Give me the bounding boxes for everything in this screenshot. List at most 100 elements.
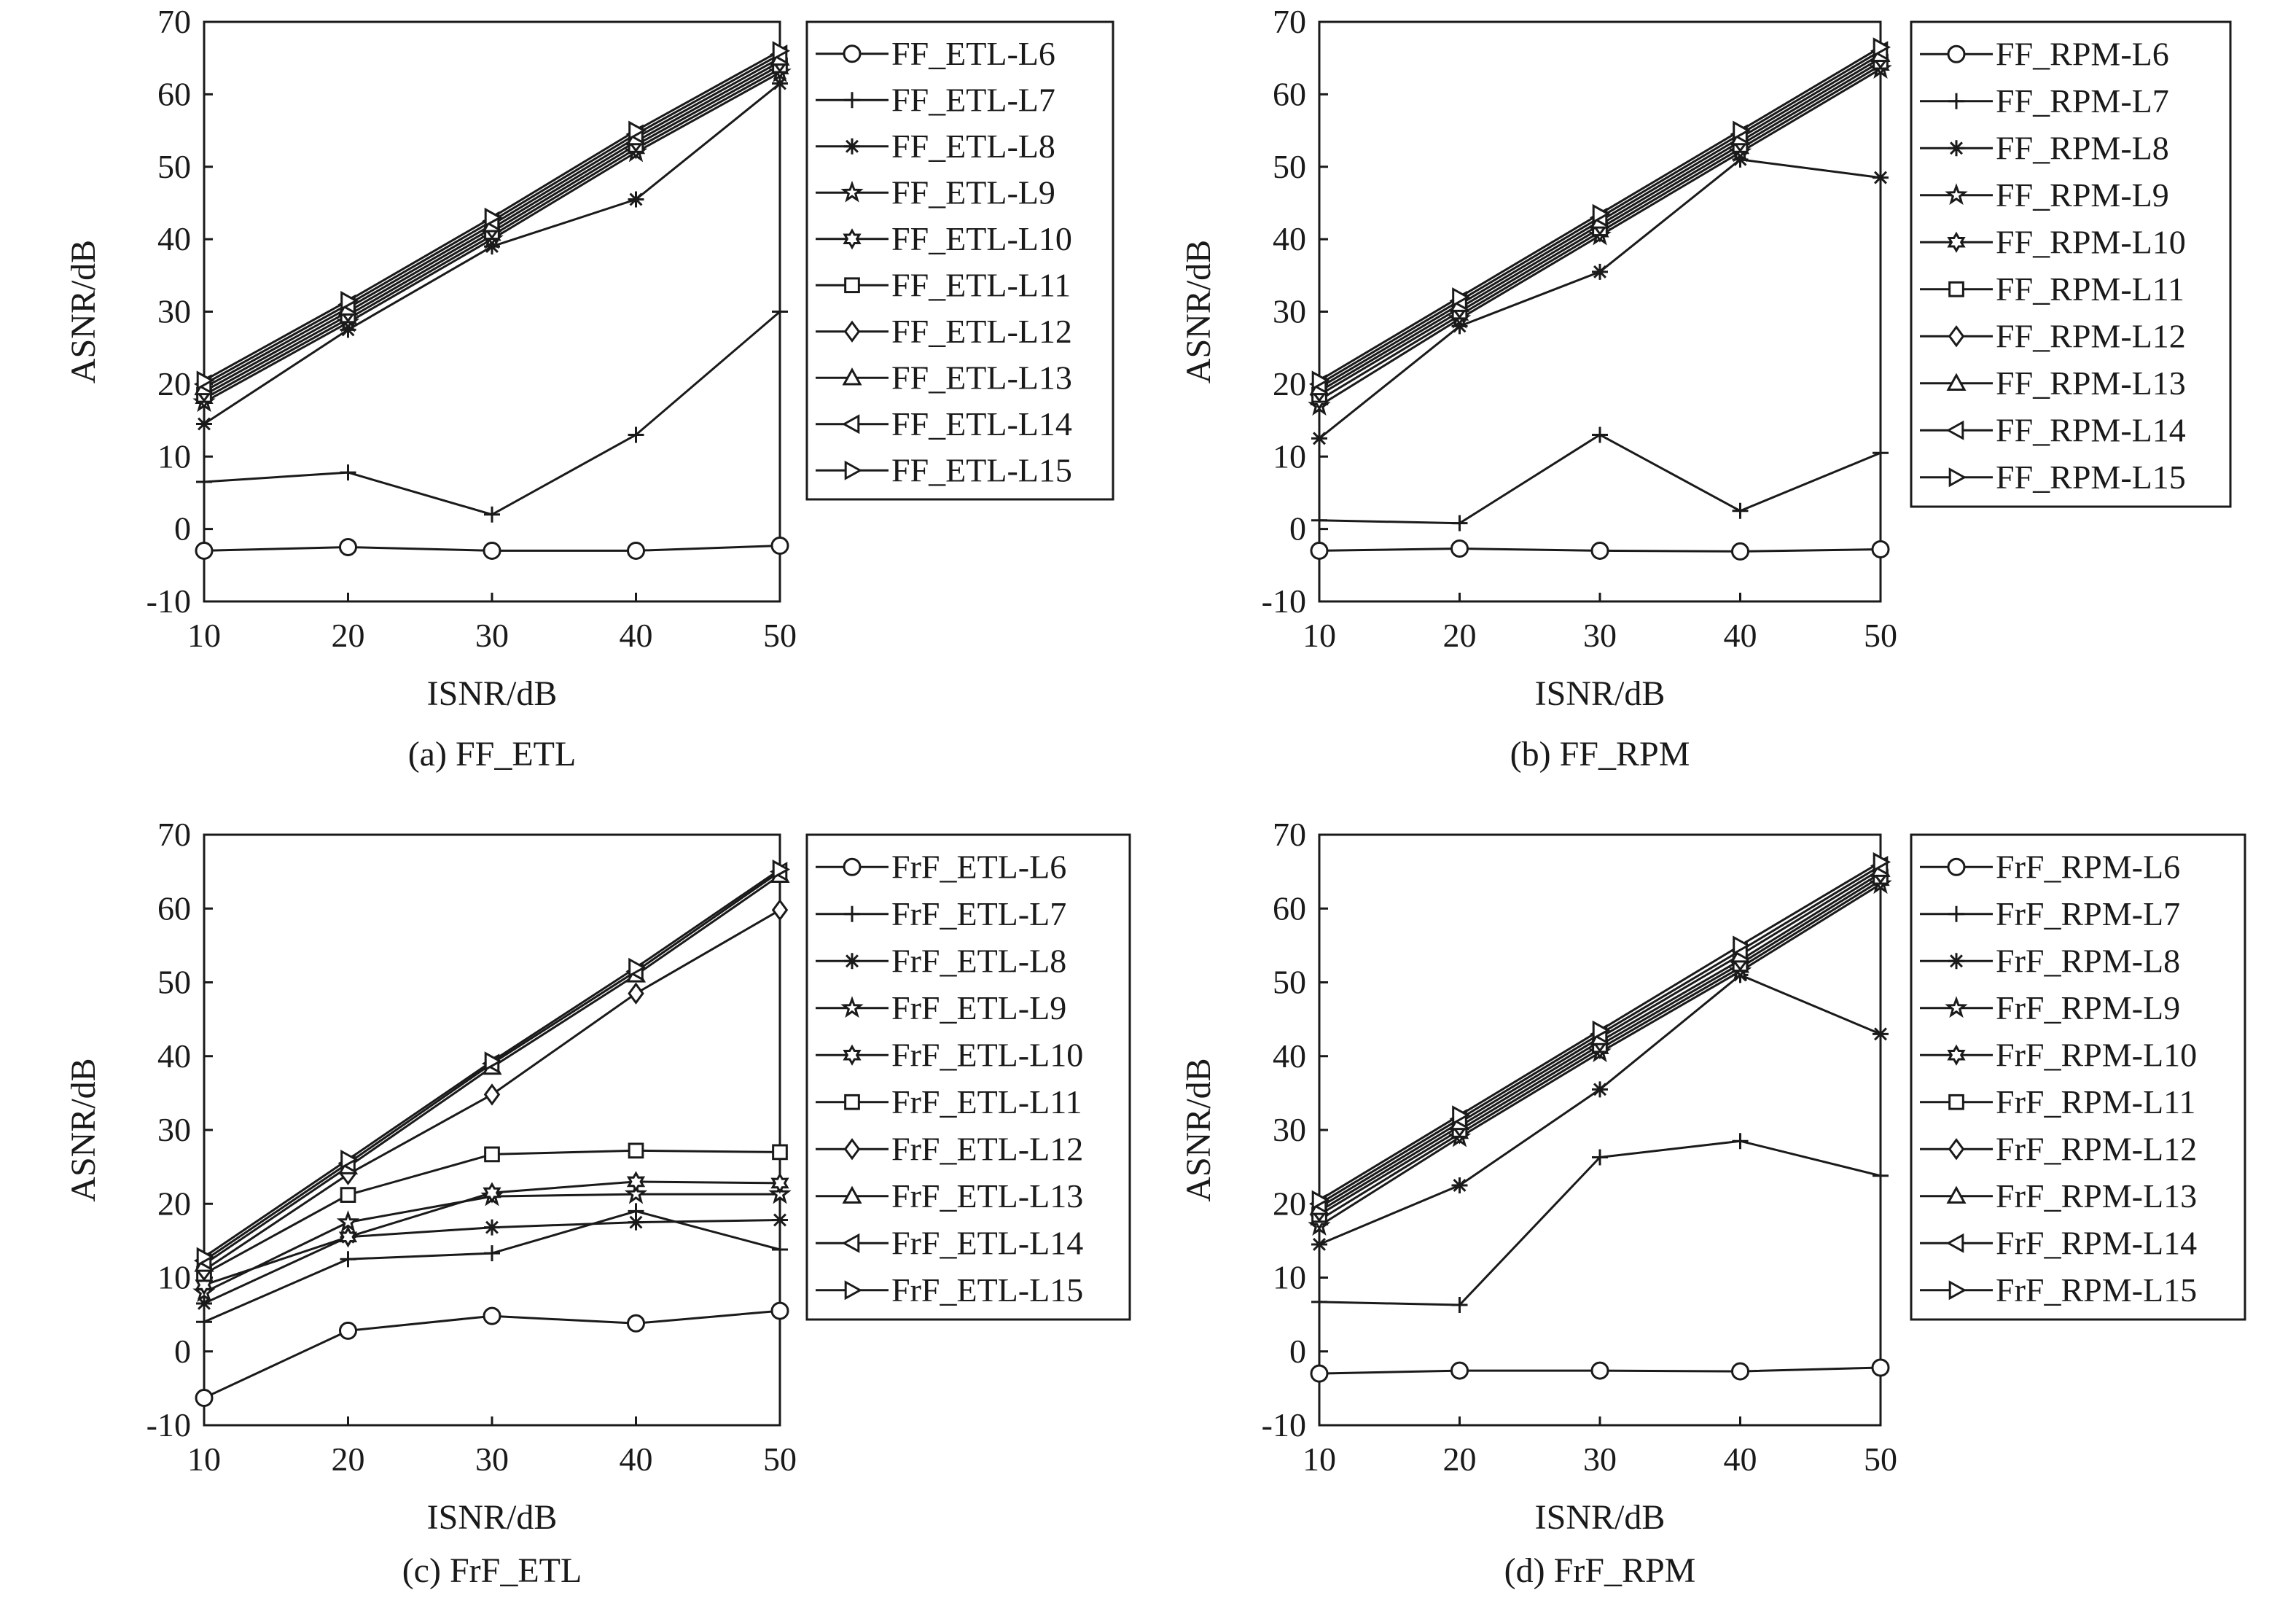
x-tick-label: 10 [1303, 1441, 1336, 1478]
y-tick-label: -10 [147, 1406, 191, 1443]
legend-label: FF_RPM-L12 [1996, 317, 2186, 354]
y-axis-title: ASNR/dB [1179, 240, 1218, 383]
legend-entry: FrF_ETL-L15 [816, 1271, 1083, 1309]
legend-entry: FF_RPM-L10 [1920, 223, 2186, 260]
legend-marker [842, 367, 862, 386]
data-point [1452, 287, 1470, 308]
legend-marker [1948, 140, 1964, 157]
series-9 [196, 41, 791, 391]
legend-entry: FrF_RPM-L9 [1920, 989, 2180, 1026]
legend-entry: FF_RPM-L9 [1920, 176, 2169, 214]
legend-label: FrF_ETL-L10 [891, 1036, 1083, 1073]
y-tick-label: 70 [157, 3, 191, 40]
legend-marker [1948, 1094, 1964, 1110]
data-point [1733, 935, 1751, 956]
x-tick-label: 10 [187, 617, 221, 654]
data-point [340, 464, 356, 481]
series-4 [195, 1171, 789, 1296]
legend-entry: FF_ETL-L6 [816, 35, 1055, 72]
y-axis-title: ASNR/dB [64, 240, 103, 383]
data-point [1873, 851, 1891, 873]
legend-marker [1945, 996, 1968, 1018]
data-point [770, 536, 789, 555]
legend-label: FF_RPM-L11 [1996, 270, 2184, 308]
y-tick-label: 10 [1273, 1259, 1306, 1296]
data-point [483, 541, 501, 560]
data-point [340, 1187, 356, 1203]
x-tick-label: 50 [1864, 617, 1897, 654]
x-tick-label: 30 [475, 617, 509, 654]
legend-label: FrF_RPM-L6 [1996, 848, 2180, 885]
y-tick-label: 20 [1273, 1185, 1306, 1222]
data-point [1311, 1293, 1327, 1310]
data-point [483, 1182, 501, 1204]
legend-entry: FF_RPM-L12 [1920, 317, 2186, 354]
data-point [338, 1226, 358, 1248]
x-tick-label: 50 [1864, 1441, 1897, 1478]
data-point [196, 370, 215, 391]
legend-label: FrF_ETL-L15 [891, 1271, 1083, 1309]
legend-entry: FrF_RPM-L13 [1920, 1177, 2197, 1215]
legend-marker [844, 138, 860, 155]
series-line [1319, 1139, 1881, 1306]
data-point [1873, 1026, 1889, 1042]
y-tick-label: 30 [157, 1111, 191, 1148]
data-point [628, 957, 647, 978]
x-tick-label: 20 [332, 617, 365, 654]
legend-entry: FF_ETL-L8 [816, 128, 1055, 165]
legend-label: FrF_RPM-L9 [1996, 989, 2180, 1026]
y-tick-label: 40 [1273, 1037, 1306, 1075]
legend-entry: FrF_ETL-L6 [816, 848, 1066, 885]
panel-caption: (b) FF_RPM [1510, 735, 1690, 773]
legend-entry: FrF_RPM-L6 [1920, 848, 2180, 885]
data-point [484, 1245, 500, 1262]
legend-entry: FrF_RPM-L10 [1920, 1036, 2197, 1073]
series-0 [195, 536, 789, 560]
legend-entry: FrF_ETL-L8 [816, 942, 1066, 979]
data-point [628, 426, 644, 443]
legend-marker [1947, 44, 1966, 63]
legend-marker [844, 953, 860, 970]
data-point [1592, 203, 1611, 224]
legend-marker [841, 1233, 860, 1253]
data-point [483, 1083, 501, 1106]
data-point [770, 1301, 789, 1320]
data-point [196, 1247, 215, 1267]
data-point [772, 1144, 788, 1161]
legend-entry: FrF_RPM-L15 [1920, 1271, 2197, 1309]
y-tick-label: 10 [157, 1259, 191, 1296]
legend-marker [842, 1185, 862, 1204]
legend-label: FF_ETL-L11 [891, 266, 1071, 303]
data-point [1732, 502, 1749, 519]
y-axis-title: ASNR/dB [1179, 1058, 1218, 1201]
legend-entry: FrF_ETL-L14 [816, 1224, 1083, 1261]
y-tick-label: 30 [1273, 1111, 1306, 1148]
x-axis-title: ISNR/dB [1535, 1498, 1666, 1537]
data-point [628, 191, 644, 208]
legend-label: FF_RPM-L10 [1996, 223, 2186, 260]
legend-marker [1948, 281, 1964, 297]
data-point [1871, 539, 1890, 558]
legend-marker [1946, 1185, 1967, 1204]
data-point [1873, 169, 1889, 186]
x-axis-title: ISNR/dB [427, 1498, 558, 1537]
y-tick-label: 20 [157, 1185, 191, 1222]
y-tick-label: 10 [1273, 437, 1306, 475]
x-tick-label: 40 [1724, 1441, 1757, 1478]
legend-entry: FF_ETL-L13 [816, 359, 1072, 396]
legend-entry: FF_ETL-L9 [816, 174, 1055, 211]
legend-marker [841, 414, 860, 434]
chart-panel-1: -10 0 10 20 30 40 50 60 70 10 20 30 40 50 ISNR/dB ASNR/… [1179, 3, 2232, 773]
legend-marker [1948, 1138, 1965, 1161]
data-point [1732, 151, 1749, 168]
legend: FrF_RPM-L6 FrF_RPM-L7 FrF_RPM-L8 FrF_RPM-L9… [1910, 833, 2246, 1321]
data-point [1311, 1236, 1327, 1252]
data-point [1733, 120, 1751, 141]
data-point [195, 1389, 214, 1408]
data-point [195, 541, 214, 560]
data-point [1873, 37, 1891, 58]
x-tick-label: 40 [620, 1441, 653, 1478]
legend-marker [844, 905, 860, 922]
legend-label: FF_ETL-L14 [891, 405, 1072, 443]
data-point [196, 1295, 212, 1311]
